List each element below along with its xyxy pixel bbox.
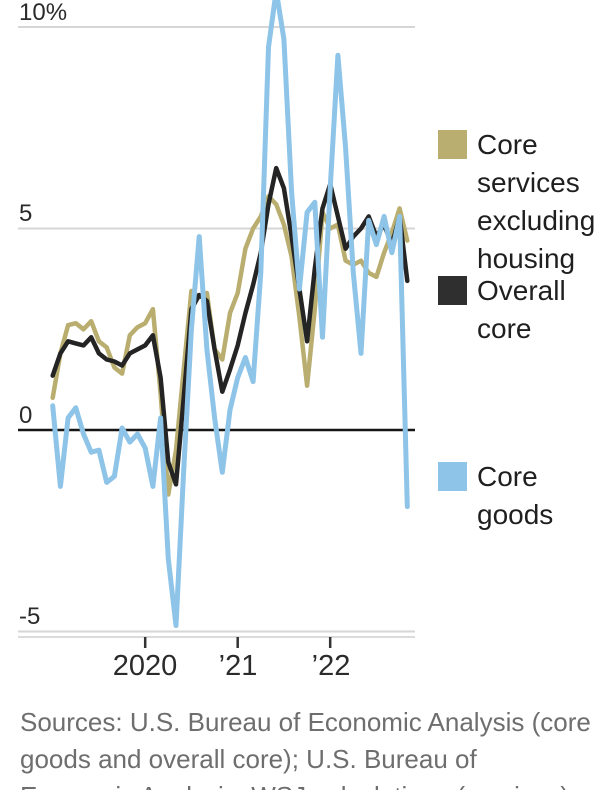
legend-swatch-core-goods: [438, 462, 467, 491]
legend-item-overall-core: Overall core: [438, 272, 610, 348]
series-line-core-goods: [50, 0, 410, 628]
line-chart-canvas: [18, 0, 415, 648]
y-axis-label-0: 0: [19, 402, 33, 429]
series-line-overall-core: [50, 165, 410, 487]
x-axis-label-2020: 2020: [112, 650, 178, 682]
y-axis-label-neg5: -5: [19, 603, 41, 630]
legend-label-overall-core: Overall core: [477, 275, 566, 344]
legend-swatch-overall-core: [438, 276, 467, 305]
legend-label-core-goods: Core goods: [477, 461, 554, 530]
legend-label-core-services: Core services excluding housing: [477, 129, 596, 274]
source-note: Sources: U.S. Bureau of Economic Analysi…: [20, 707, 591, 790]
series-line-core-services-excluding-housing: [50, 194, 410, 497]
y-axis-label-5: 5: [19, 200, 33, 227]
legend-item-core-services: Core services excluding housing: [438, 126, 610, 278]
y-axis-label-10: 10%: [19, 0, 68, 26]
x-axis-label-21: ’21: [218, 650, 258, 682]
legend-item-core-goods: Core goods: [438, 458, 610, 534]
x-axis-label-22: ’22: [311, 650, 351, 682]
legend-swatch-core-services: [438, 130, 467, 159]
